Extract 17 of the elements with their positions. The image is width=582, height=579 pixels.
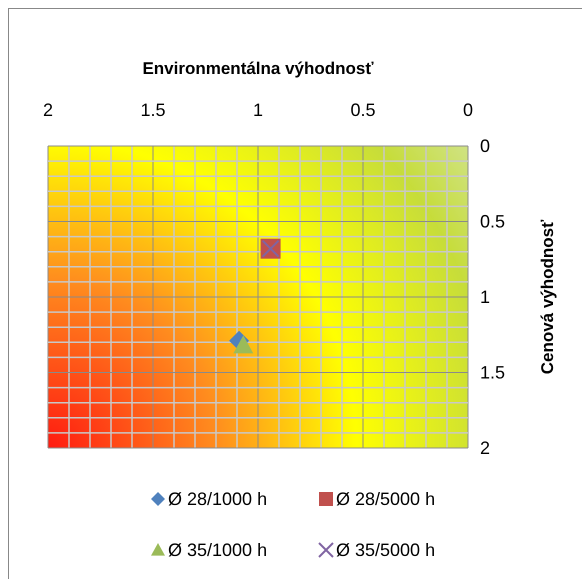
point xyxy=(233,335,254,354)
x-tick-label: 2 xyxy=(42,100,54,120)
x-tick-label: 1.5 xyxy=(140,100,166,120)
y-tick-label: 0 xyxy=(480,136,490,156)
legend-label: Ø 35/5000 h xyxy=(336,540,436,560)
y-axis-title: Cenová výhodnosť xyxy=(538,218,557,374)
y-tick-label: 2 xyxy=(480,438,490,458)
legend-label: Ø 28/1000 h xyxy=(168,489,268,509)
legend-label: Ø 35/1000 h xyxy=(168,540,268,560)
x-tick-label: 0.5 xyxy=(350,100,376,120)
legend-label: Ø 28/5000 h xyxy=(336,489,436,509)
y-tick-label: 1 xyxy=(480,287,490,307)
x-axis-title: Environmentálna výhodnosť xyxy=(142,59,374,78)
y-tick-label: 0.5 xyxy=(480,212,506,232)
x-tick-label: 1 xyxy=(252,100,264,120)
x-tick-label: 0 xyxy=(462,100,474,120)
y-tick-label: 1.5 xyxy=(480,362,506,382)
